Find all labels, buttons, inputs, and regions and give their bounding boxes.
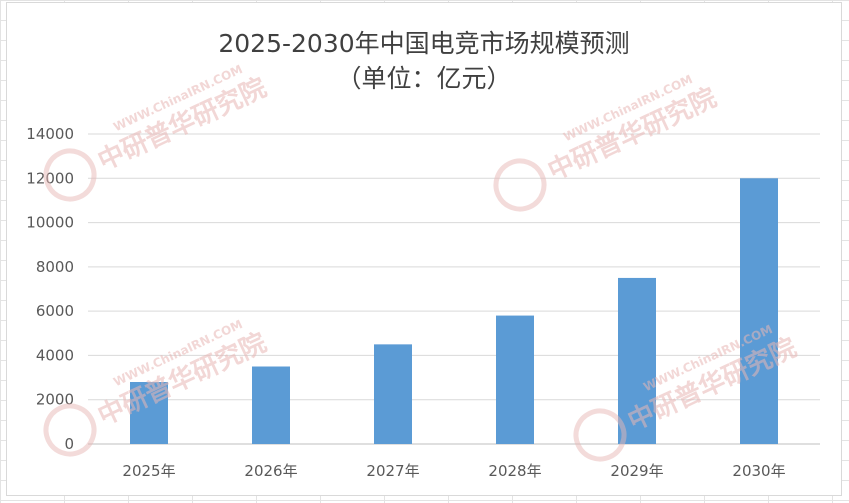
watermark-logo-icon xyxy=(493,158,547,212)
bars xyxy=(130,178,778,445)
bar[interactable] xyxy=(374,344,412,444)
y-tick-label: 14000 xyxy=(26,125,74,143)
watermark-logo-icon xyxy=(43,148,97,202)
x-tick-label: 2027年 xyxy=(366,462,419,480)
bar[interactable] xyxy=(618,277,656,444)
chart-title-line2: （单位：亿元） xyxy=(336,64,511,93)
x-tick-label: 2025年 xyxy=(122,462,175,480)
bar[interactable] xyxy=(496,315,534,444)
x-axis-ticks: 2025年 2026年 2027年 2028年 2029年 2030年 xyxy=(122,462,785,480)
y-tick-label: 4000 xyxy=(36,346,74,364)
watermark-logo-icon xyxy=(43,403,97,457)
x-tick-label: 2030年 xyxy=(732,462,785,480)
bar[interactable] xyxy=(130,382,168,444)
gridlines xyxy=(88,133,820,445)
watermark-logo-icon xyxy=(573,408,627,462)
y-tick-label: 8000 xyxy=(36,258,74,276)
y-tick-label: 0 xyxy=(64,435,74,453)
chart-title-line1: 2025-2030年中国电竞市场规模预测 xyxy=(218,29,629,58)
x-tick-label: 2029年 xyxy=(610,462,663,480)
x-tick-label: 2028年 xyxy=(488,462,541,480)
y-tick-label: 10000 xyxy=(26,214,74,232)
x-tick-label: 2026年 xyxy=(244,462,297,480)
bar[interactable] xyxy=(252,366,290,445)
y-tick-label: 6000 xyxy=(36,302,74,320)
y-tick-label: 12000 xyxy=(26,169,74,187)
bar[interactable] xyxy=(740,178,778,445)
